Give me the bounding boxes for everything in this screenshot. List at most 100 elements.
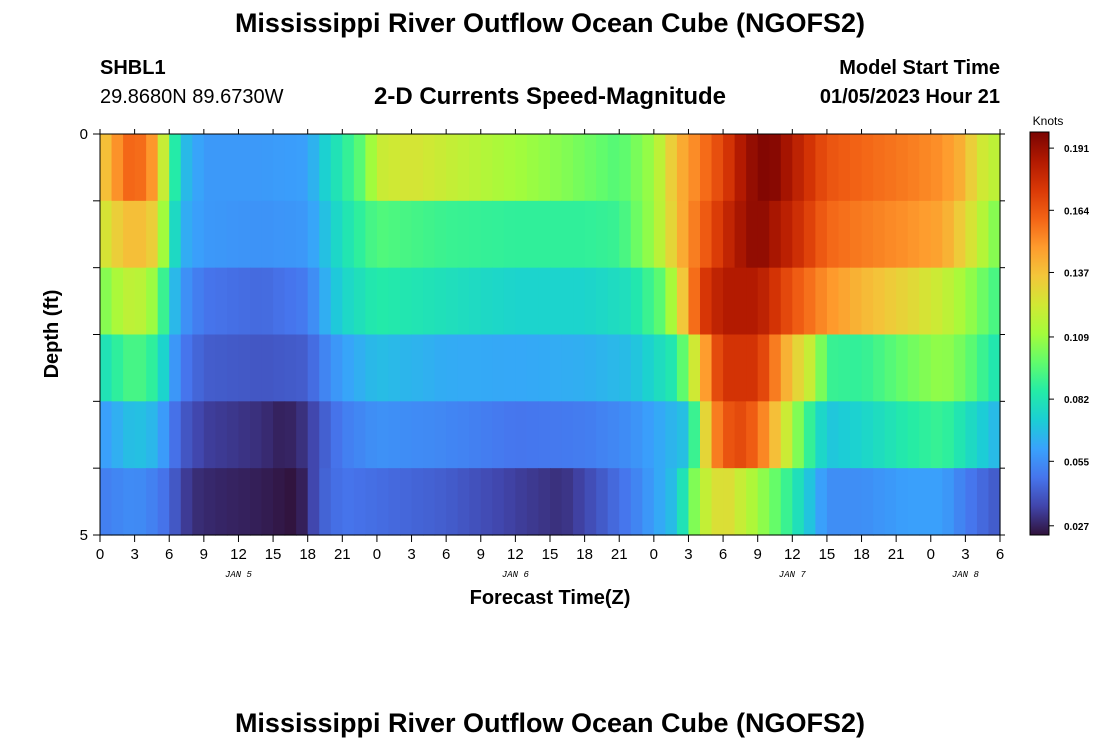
heatmap-cell [584,134,597,202]
heatmap-cell [688,134,701,202]
y-axis-title: Depth (ft) [41,290,63,379]
heatmap-cell [561,200,574,269]
heatmap-cell [376,334,390,402]
heatmap-cell [965,334,978,402]
x-tick-label: 18 [576,546,593,563]
heatmap-cell [550,468,563,536]
heatmap-cell [803,334,816,402]
heatmap-cell [296,267,309,336]
x-tick-label: 21 [888,546,905,563]
colorbar-tick-label: 0.164 [1064,206,1089,217]
heatmap-cell [896,200,909,269]
heatmap-cell [607,134,620,202]
heatmap-cell [111,401,124,469]
heatmap-cell [930,267,943,336]
heatmap-cell [215,334,228,402]
heatmap-cell [561,468,574,536]
heatmap-cell [411,468,424,536]
heatmap-cell [215,468,228,536]
heatmap-cell [307,401,320,469]
heatmap-cell [757,267,770,336]
heatmap-cell [365,200,378,269]
heatmap-cell [457,134,470,202]
heatmap-cell [180,200,193,269]
heatmap-cell [780,468,793,536]
heatmap-cell [734,401,747,469]
heatmap-cell [503,267,516,336]
heatmap-cell [630,401,643,469]
heatmap-cell [480,200,493,269]
heatmap-cell [273,267,286,336]
heatmap-cell [769,334,782,402]
heatmap-cell [700,267,713,336]
heatmap-cell [653,334,666,402]
heatmap-cell [619,468,632,536]
heatmap-cell [123,134,136,202]
heatmap-cell [930,200,943,269]
x-tick-label: 12 [507,546,524,563]
heatmap-cell [111,468,124,536]
heatmap-cell [388,200,401,269]
heatmap-cell [769,134,782,202]
heatmap-cell [480,468,493,536]
heatmap-cell [630,200,643,269]
heatmap-cell [330,334,343,402]
heatmap-cell [630,267,643,336]
heatmap-cell [157,401,170,469]
station-id: SHBL1 [100,57,166,79]
heatmap-cell [226,468,240,536]
heatmap-cell [757,334,770,402]
heatmap-cell [180,334,193,402]
heatmap-cell [607,267,620,336]
heatmap-cell [561,334,574,402]
x-tick-label: 12 [784,546,801,563]
heatmap-cell [388,134,401,202]
heatmap-cell [700,200,713,269]
heatmap-cell [457,334,470,402]
heatmap-cell [538,401,551,469]
heatmap-cell [134,334,147,402]
heatmap-cell [803,468,816,536]
heatmap-cell [584,267,597,336]
heatmap-cell [792,401,805,469]
heatmap-cell [953,334,966,402]
heatmap-cell [976,134,990,202]
heatmap-cell [296,334,309,402]
heatmap-cell [769,200,782,269]
model-start-label: Model Start Time [839,57,1000,79]
heatmap-cell [653,468,666,536]
heatmap-cell [203,267,216,336]
heatmap-cell [330,468,343,536]
heatmap-cell [550,334,563,402]
heatmap-cell [930,134,943,202]
heatmap-cell [665,267,678,336]
heatmap-cell [803,200,816,269]
heatmap-cell [573,401,586,469]
heatmap-cell [942,401,955,469]
heatmap-cell [238,401,251,469]
x-tick-label: 15 [542,546,559,563]
heatmap-cell [573,134,586,202]
heatmap-cell [226,200,240,269]
x-tick-label: 3 [961,546,969,563]
heatmap-cell [307,134,320,202]
heatmap-cell [734,334,747,402]
heatmap-cell [538,267,551,336]
heatmap-cell [284,401,297,469]
footer-title: Mississippi River Outflow Ocean Cube (NG… [234,708,866,738]
heatmap-cell [642,267,655,336]
heatmap-cell [907,267,920,336]
heatmap-cell [561,267,574,336]
heatmap-cell [619,267,632,336]
colorbar-tick-label: 0.082 [1064,395,1089,406]
heatmap-cell [457,468,470,536]
colorbar-tick-label: 0.191 [1064,144,1089,155]
heatmap-cell [492,200,505,269]
heatmap-cell [596,401,609,469]
heatmap-cell [642,134,655,202]
heatmap-cell [573,200,586,269]
heatmap-cell [411,267,424,336]
heatmap-cell [284,468,297,536]
x-tick-label: 18 [853,546,870,563]
x-tick-label: 18 [299,546,316,563]
